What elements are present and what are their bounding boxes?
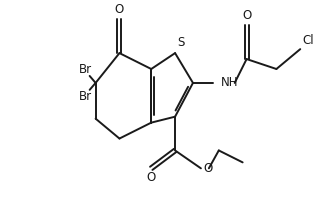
Text: O: O (203, 162, 212, 175)
Text: Cl: Cl (302, 34, 314, 47)
Text: O: O (115, 3, 124, 16)
Text: O: O (242, 9, 251, 22)
Text: Br: Br (78, 63, 92, 76)
Text: Br: Br (78, 90, 92, 103)
Text: NH: NH (221, 76, 238, 89)
Text: S: S (177, 36, 185, 49)
Text: O: O (147, 171, 156, 184)
